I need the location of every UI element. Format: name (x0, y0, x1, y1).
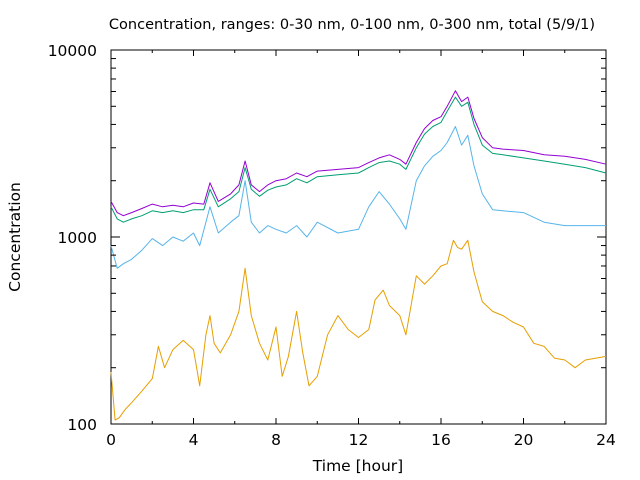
tick-layer: 0 4 8 12 16 20 24 100 1000 10000 (48, 42, 616, 449)
chart-title: Concentration, ranges: 0-30 nm, 0-100 nm… (109, 17, 595, 33)
x-tick-label: 4 (189, 431, 199, 449)
x-axis-label: Time [hour] (312, 457, 403, 475)
plot-border (110, 49, 607, 425)
series-layer (110, 90, 607, 421)
x-tick-label: 20 (514, 431, 534, 449)
x-tick-label: 24 (596, 431, 616, 449)
y-tick-label: 100 (67, 416, 97, 434)
x-tick-label: 0 (106, 431, 116, 449)
series-line-1 (110, 90, 607, 217)
y-tick-label: 1000 (58, 229, 97, 247)
y-axis-label: Concentration (6, 182, 24, 292)
series-line-3 (110, 126, 606, 269)
series-line-4 (110, 239, 607, 421)
x-tick-label: 8 (271, 431, 281, 449)
y-tick-label: 10000 (48, 42, 97, 60)
x-tick-label: 12 (349, 431, 369, 449)
x-tick-label: 16 (431, 431, 451, 449)
series-line-2 (110, 96, 607, 223)
plot-area (110, 49, 607, 425)
